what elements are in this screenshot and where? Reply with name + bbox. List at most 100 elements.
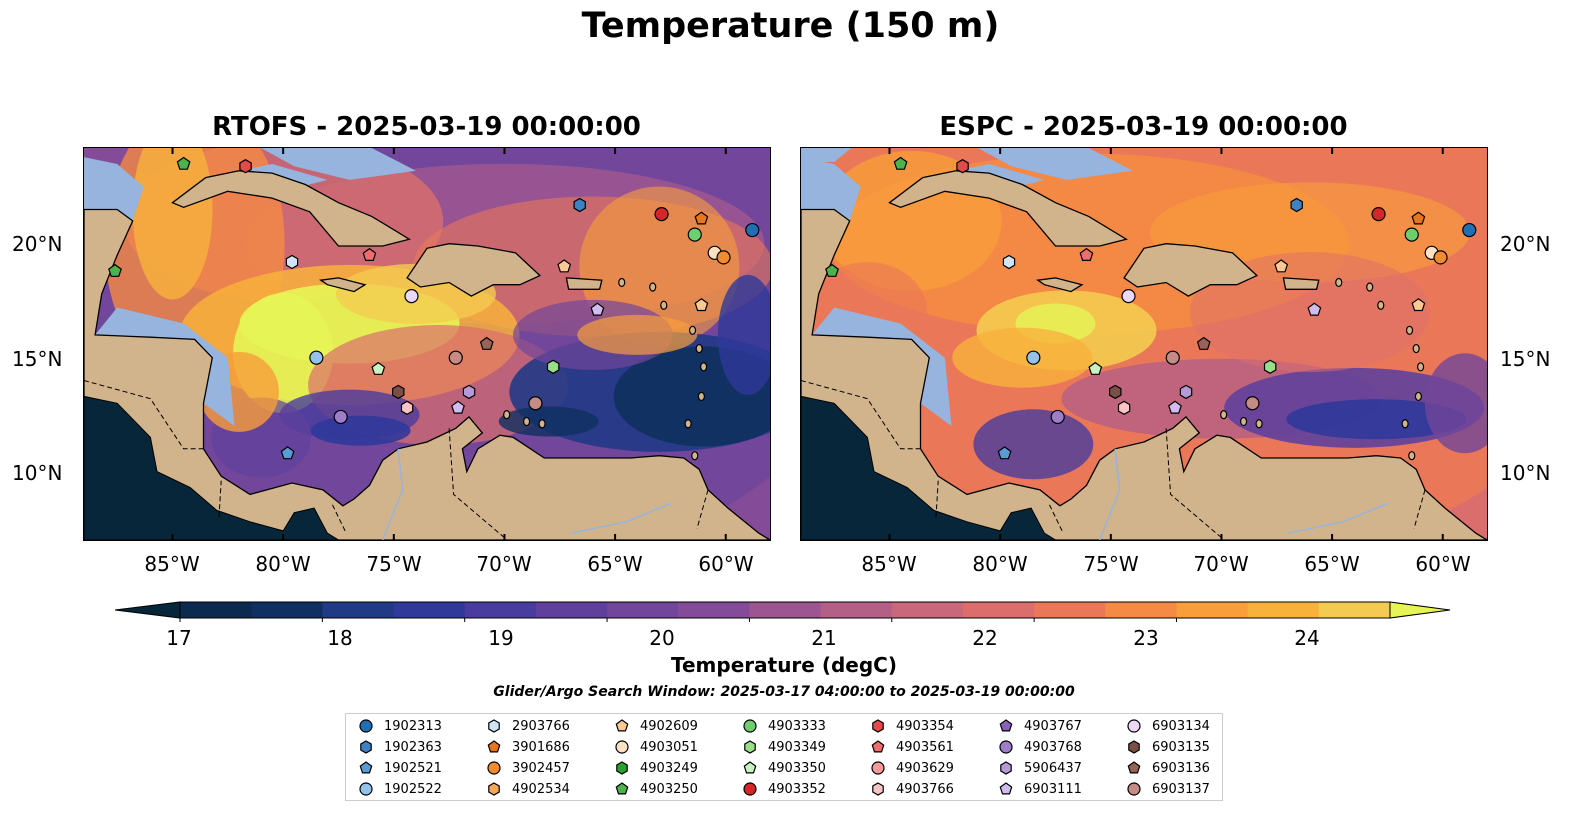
island xyxy=(1255,419,1263,429)
pacific-ocean xyxy=(801,395,1057,540)
legend-marker xyxy=(743,782,757,796)
legend-marker xyxy=(1127,782,1141,796)
legend-label: 4903333 xyxy=(768,718,826,734)
float-marker-4903350 xyxy=(1088,361,1103,375)
legend-item: 6903136 xyxy=(1126,759,1210,777)
float-marker-3901686 xyxy=(694,211,709,225)
legend-marker xyxy=(999,740,1013,754)
legend-marker xyxy=(743,761,757,774)
float-marker-4903333 xyxy=(687,227,702,242)
colorbar-tick-21: 21 xyxy=(811,626,837,650)
circle-marker-icon xyxy=(487,761,501,775)
legend-marker xyxy=(487,740,501,753)
colorbar-segment xyxy=(607,602,679,618)
colorbar-segment xyxy=(180,602,252,618)
island xyxy=(522,416,531,427)
float-marker-4903352 xyxy=(1371,206,1386,222)
legend-marker xyxy=(615,782,629,795)
float-marker-1902522 xyxy=(1026,350,1041,365)
hexagon-marker-icon xyxy=(360,740,372,754)
land-hispaniola xyxy=(406,243,542,297)
island xyxy=(1417,362,1425,372)
country-border xyxy=(935,480,939,518)
legend-marker xyxy=(1128,740,1140,754)
float-marker-5906437 xyxy=(1179,384,1193,400)
float-marker-6903137 xyxy=(448,350,463,365)
float-marker-6903134 xyxy=(1121,289,1136,304)
circle-marker-icon xyxy=(359,719,373,733)
lon-label-80w: 80°W xyxy=(255,552,311,576)
float-marker-6903136 xyxy=(479,336,494,350)
legend-label: 5906437 xyxy=(1024,760,1082,776)
pentagon-marker-icon xyxy=(871,740,885,753)
rtofs-panel-title: RTOFS - 2025-03-19 00:00:00 xyxy=(212,112,641,142)
legend-item: 6903135 xyxy=(1126,738,1210,756)
float-marker-4903250 xyxy=(108,263,122,277)
circle-marker-icon xyxy=(871,761,885,775)
legend-marker xyxy=(743,719,757,733)
float-marker-4903561 xyxy=(1079,247,1094,262)
legend-item: 4903629 xyxy=(870,759,954,777)
land-jamaica xyxy=(319,277,367,293)
country-border xyxy=(84,380,204,450)
hexagon-marker-icon xyxy=(488,719,500,733)
land-hispaniola xyxy=(1123,243,1259,297)
island xyxy=(1405,325,1414,335)
pentagon-marker-icon xyxy=(1127,761,1141,774)
float-marker-4903352 xyxy=(654,206,669,222)
hexagon-marker-icon xyxy=(872,719,884,733)
circle-marker-icon xyxy=(615,740,629,754)
legend-marker xyxy=(488,782,500,796)
colorbar-tick-22: 22 xyxy=(972,626,998,650)
island xyxy=(503,410,511,420)
espc-panel-title: ESPC - 2025-03-19 00:00:00 xyxy=(939,112,1348,142)
lat-label-20n-left: 20°N xyxy=(12,232,63,256)
legend-label: 6903137 xyxy=(1152,781,1210,797)
float-marker-4903349 xyxy=(1263,359,1277,374)
legend-item: 4903349 xyxy=(742,738,826,756)
float-marker-4903561 xyxy=(362,247,377,262)
circle-marker-icon xyxy=(743,719,757,733)
float-marker-1902363 xyxy=(1290,197,1303,213)
colorbar-tick-23: 23 xyxy=(1133,626,1159,650)
island xyxy=(649,282,657,292)
float-marker-1902313 xyxy=(745,222,760,238)
float-marker-2903766 xyxy=(285,254,299,270)
colorbar-tick-18: 18 xyxy=(327,626,353,650)
colorbar-tick-17: 17 xyxy=(166,626,192,650)
float-marker-4902609 xyxy=(1411,298,1426,312)
colorbar-segment xyxy=(535,602,608,618)
circle-marker-icon xyxy=(743,782,757,796)
legend-marker xyxy=(872,719,884,733)
float-marker-4902609 xyxy=(694,298,709,312)
pentagon-marker-icon xyxy=(999,782,1013,795)
legend-item: 4903767 xyxy=(998,717,1082,735)
legend-label: 1902313 xyxy=(384,718,442,734)
colorbar-segment xyxy=(962,602,1035,618)
colorbar-segment xyxy=(393,602,466,618)
island xyxy=(1335,277,1343,288)
float-marker-6903137 xyxy=(1165,350,1180,365)
legend-label: 4903352 xyxy=(768,781,826,797)
legend-item: 4903354 xyxy=(870,717,954,735)
country-border xyxy=(696,489,709,529)
legend-marker xyxy=(615,740,629,754)
float-marker-6903111 xyxy=(1307,302,1322,316)
legend-item: 3902457 xyxy=(486,759,570,777)
pentagon-marker-icon xyxy=(743,761,757,774)
lat-label-15n-right: 15°N xyxy=(1500,347,1551,371)
lon-label-65w: 65°W xyxy=(587,552,643,576)
legend-item: 4903766 xyxy=(870,780,954,798)
legend-label: 4903350 xyxy=(768,760,826,776)
river xyxy=(382,448,404,540)
hexagon-marker-icon xyxy=(1000,761,1012,775)
island xyxy=(1220,410,1228,420)
land-puerto-rico xyxy=(1282,277,1320,290)
colorbar-tick-24: 24 xyxy=(1294,626,1320,650)
float-marker-1902521 xyxy=(997,446,1012,460)
legend-marker xyxy=(488,719,500,733)
temperature-patch xyxy=(1424,353,1487,454)
pentagon-marker-icon xyxy=(487,740,501,753)
float-marker-1902522 xyxy=(309,350,324,365)
country-border xyxy=(801,380,921,450)
